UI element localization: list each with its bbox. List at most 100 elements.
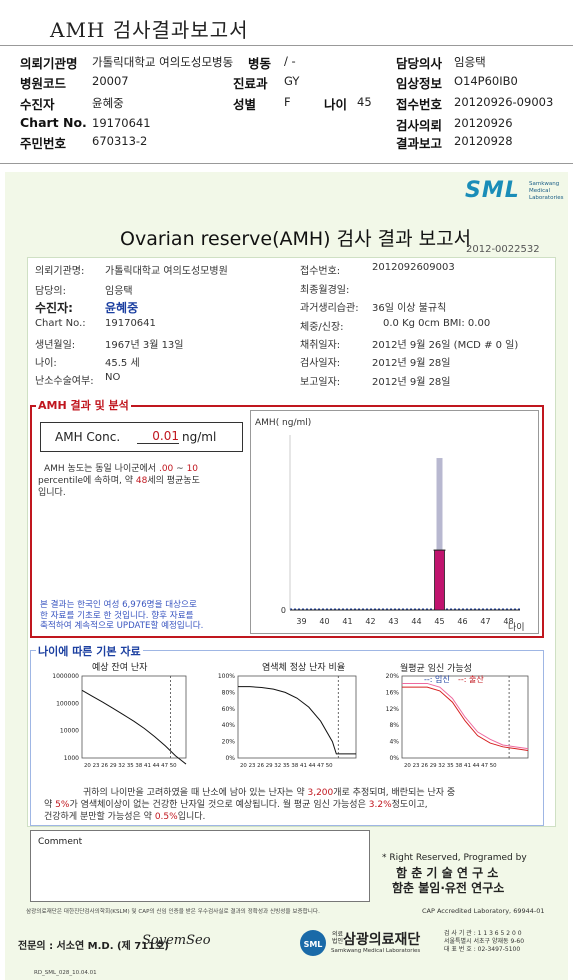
y-tick-label: 40% bbox=[222, 722, 236, 729]
field-label: 담당의사 bbox=[396, 56, 443, 71]
field-label: 진료과 bbox=[233, 76, 268, 91]
basic-line-3: 건강하게 분만할 가능성은 약 0.5%입니다. bbox=[44, 809, 205, 822]
chart-axis bbox=[289, 435, 520, 611]
svg-text:SML: SML bbox=[304, 940, 323, 949]
info-value: 2012년 9월 28일 bbox=[372, 358, 451, 369]
comment-box bbox=[30, 830, 370, 902]
amh-conc-label: AMH Conc. bbox=[55, 430, 121, 444]
y-tick-label: 100000 bbox=[56, 700, 79, 707]
chart-y-zero: 0 bbox=[281, 606, 286, 615]
info-value: 2012년 9월 28일 bbox=[372, 377, 451, 388]
field-value: 19170641 bbox=[92, 116, 151, 130]
info-label: 검사일자: bbox=[300, 358, 341, 369]
note-line: 본 결과는 한국인 여성 6,976명을 대상으로 bbox=[40, 600, 197, 610]
field-label: 검사의뢰 bbox=[396, 118, 443, 133]
info-value: NO bbox=[105, 372, 121, 383]
y-tick-label: 60% bbox=[222, 706, 236, 713]
x-tick-label: 44 bbox=[411, 617, 421, 626]
info-label: 나이: bbox=[35, 358, 57, 369]
field-label: 나이 bbox=[324, 97, 348, 112]
basic-section-title: 나이에 따른 기본 자료 bbox=[36, 643, 143, 659]
legend-b: --: 출산 bbox=[458, 675, 484, 684]
y-tick-label: 80% bbox=[222, 689, 236, 696]
chart-bars bbox=[433, 458, 446, 611]
info-value: 2012년 9월 26일 (MCD # 0 일) bbox=[372, 340, 519, 351]
x-tick-label: 42 bbox=[365, 617, 375, 626]
pregnancy-rate: 3.2% bbox=[368, 800, 392, 810]
note-line: 한 자료를 기초로 한 것입니다. 향후 자료를 bbox=[40, 610, 194, 621]
mini-chart-title: 염색체 정상 난자 비율 bbox=[262, 663, 346, 673]
series-line bbox=[238, 686, 356, 755]
org-en: Samkwang Medical Laboratories bbox=[331, 948, 421, 954]
basic-text: 개로 추정되며, 배란되는 난자 중 bbox=[333, 788, 456, 798]
field-label: 수진자 bbox=[20, 97, 55, 112]
org-prefix: 의료 법인 bbox=[332, 931, 343, 945]
legend-a: --: 임신 bbox=[424, 675, 450, 684]
signature: SoyemSeo bbox=[142, 933, 211, 948]
info-label: 수진자: bbox=[35, 301, 73, 315]
field-value: 45 bbox=[357, 95, 372, 109]
eggs-count: 3,200 bbox=[307, 788, 334, 798]
plot-area bbox=[81, 675, 187, 759]
field-value: 20120926-09003 bbox=[454, 95, 554, 109]
plot-area bbox=[237, 675, 357, 759]
result-header: AMH 검사결과보고서 의뢰기관명 가톨릭대학교 여의도성모병동 병동 / - … bbox=[0, 0, 573, 170]
info-value: 임응택 bbox=[105, 286, 133, 297]
info-value: 19170641 bbox=[105, 318, 156, 329]
field-value: / - bbox=[284, 54, 296, 68]
sml-logo: SML bbox=[465, 178, 520, 203]
abnormal-rate: 5% bbox=[55, 800, 70, 810]
percentile-high: 10 bbox=[186, 464, 199, 474]
field-value: 임응택 bbox=[454, 55, 486, 69]
amh-desc-text: 입니다. bbox=[38, 488, 66, 498]
info-label: 접수번호: bbox=[300, 266, 341, 277]
x-tick-labels: 20 23 26 29 32 35 38 41 44 47 50 bbox=[84, 763, 177, 769]
field-label: 주민번호 bbox=[20, 136, 67, 151]
y-tick-label: 10000 bbox=[60, 728, 79, 735]
y-tick-label: 20% bbox=[386, 673, 400, 680]
info-label: 담당의: bbox=[35, 286, 66, 297]
field-value: 20007 bbox=[92, 74, 129, 88]
form-code: RD_SML_028_10.04.01 bbox=[34, 970, 97, 976]
note-line: 축적하여 계속적으로 UPDATE할 예정입니다. bbox=[40, 621, 204, 631]
amh-desc-text: AMH 농도는 동일 나이군에서 bbox=[44, 464, 157, 474]
basic-text: 가 염색체이상이 없는 건강한 난자일 것으로 예상됩니다. 월 평균 임신 가… bbox=[69, 800, 366, 810]
amh-conc-value: 0.01 bbox=[137, 429, 179, 444]
value-bar bbox=[434, 549, 445, 611]
x-tick-labels: 20 23 26 29 32 35 38 41 44 47 50 bbox=[240, 763, 333, 769]
field-value: GY bbox=[284, 74, 300, 88]
info-value: 45.5 세 bbox=[105, 358, 140, 369]
institute-name: 함춘 불임·유전 연구소 bbox=[392, 881, 505, 895]
org-emblem-icon: SML bbox=[300, 930, 326, 956]
amh-section-title: AMH 결과 및 분석 bbox=[36, 397, 131, 413]
sml-logo-sub: Samkwang Medical Laboratories bbox=[529, 181, 563, 202]
contact-line: 검 사 기 관 : 1 1 3 6 5 2 0 0 bbox=[444, 930, 522, 937]
field-label: 임상정보 bbox=[396, 76, 443, 91]
y-tick-label: 4% bbox=[389, 739, 399, 746]
info-label: 체중/신장: bbox=[300, 322, 344, 333]
certify-note: 삼광의료재단은 대한진단검사의학회(KSLM) 및 CAP의 신임 인증을 받은… bbox=[26, 909, 320, 915]
amh-conc-unit: ng/ml bbox=[182, 430, 217, 444]
field-value: 20120928 bbox=[454, 134, 513, 148]
logo-sub-line: Laboratories bbox=[529, 195, 564, 201]
info-label: 의뢰기관명: bbox=[35, 266, 85, 277]
field-label: Chart No. bbox=[20, 115, 87, 130]
amh-conc-box bbox=[40, 422, 243, 452]
range-bar bbox=[436, 458, 443, 610]
x-tick-label: 41 bbox=[342, 617, 352, 626]
info-value: 가톨릭대학교 여의도성모병원 bbox=[105, 266, 228, 277]
x-tick-label: 46 bbox=[457, 617, 467, 626]
basic-text: 귀하의 나이만을 고려하였을 때 난소에 남아 있는 난자는 약 bbox=[83, 788, 305, 798]
report-title: Ovarian reserve(AMH) 검사 결과 보고서 bbox=[120, 228, 472, 250]
amh-desc: AMH 농도는 동일 나이군에서 .00 ~ 10 bbox=[44, 461, 198, 474]
x-tick-label: 47 bbox=[480, 617, 490, 626]
x-tick-label: 43 bbox=[388, 617, 398, 626]
field-value: O14P60IB0 bbox=[454, 74, 518, 88]
amh-age-chart: AMH( ng/ml) 39 40 41 42 43 44 45 46 47 48 0 나이 bbox=[250, 410, 539, 634]
y-tick-label: 0% bbox=[389, 755, 399, 762]
x-tick-label: 39 bbox=[296, 617, 306, 626]
field-value: F bbox=[284, 95, 291, 109]
amh-note: 본 결과는 한국인 여성 6,976명을 대상으로 한 자료를 기초로 한 것입… bbox=[40, 600, 203, 632]
y-tick-label: 1000 bbox=[64, 755, 79, 762]
y-tick-label: 1000000 bbox=[52, 673, 79, 680]
